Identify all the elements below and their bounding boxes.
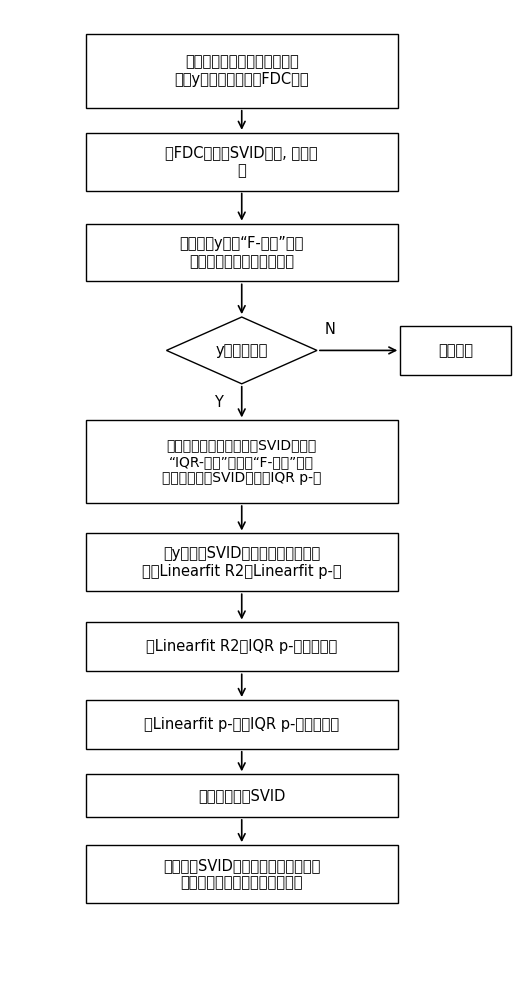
Text: 收集各加工机台所生产产品的
质量y数据与其对应的FDC数据: 收集各加工机台所生产产品的 质量y数据与其对应的FDC数据	[174, 55, 309, 87]
FancyBboxPatch shape	[86, 34, 398, 108]
Text: 将Linearfit p-値与IQR p-値做散点图: 将Linearfit p-値与IQR p-値做散点图	[144, 717, 339, 732]
Text: 根据提供SVID，调整本批次品质差机
台参数，提升该机台的生产性能: 根据提供SVID，调整本批次品质差机 台参数，提升该机台的生产性能	[163, 858, 320, 890]
Text: y有无差异？: y有无差异？	[216, 343, 268, 358]
FancyBboxPatch shape	[86, 533, 398, 591]
FancyBboxPatch shape	[400, 326, 511, 375]
FancyBboxPatch shape	[86, 420, 398, 503]
Text: 将Linearfit R2与IQR p-値做散点图: 将Linearfit R2与IQR p-値做散点图	[146, 639, 337, 654]
FancyBboxPatch shape	[86, 700, 398, 749]
Text: 对品质好机台与差机台的SVID数据做
“IQR-检定”，再用“F-检定”找出
潜的关键变量SVID，计算IQR p-値: 对品质好机台与差机台的SVID数据做 “IQR-检定”，再用“F-检定”找出 潜…	[162, 439, 321, 485]
Text: 对机台的y值做“F-检定”，找
出品质好机台与品质差机台: 对机台的y值做“F-检定”，找 出品质好机台与品质差机台	[179, 236, 304, 269]
Text: 将y数据与SVID数据做线性回归，并
计算Linearfit R2与Linearfit p-値: 将y数据与SVID数据做线性回归，并 计算Linearfit R2与Linear…	[142, 546, 341, 579]
FancyBboxPatch shape	[86, 133, 398, 191]
FancyBboxPatch shape	[86, 224, 398, 281]
Text: 对FDC数据做SVID提取, 并归一
化: 对FDC数据做SVID提取, 并归一 化	[166, 145, 318, 178]
Text: Y: Y	[213, 395, 222, 410]
FancyBboxPatch shape	[86, 845, 398, 903]
Text: 找到关键变量SVID: 找到关键变量SVID	[198, 788, 286, 803]
Text: N: N	[325, 322, 336, 337]
Polygon shape	[166, 317, 317, 384]
FancyBboxPatch shape	[86, 622, 398, 671]
Text: 不做调整: 不做调整	[438, 343, 473, 358]
FancyBboxPatch shape	[86, 774, 398, 817]
